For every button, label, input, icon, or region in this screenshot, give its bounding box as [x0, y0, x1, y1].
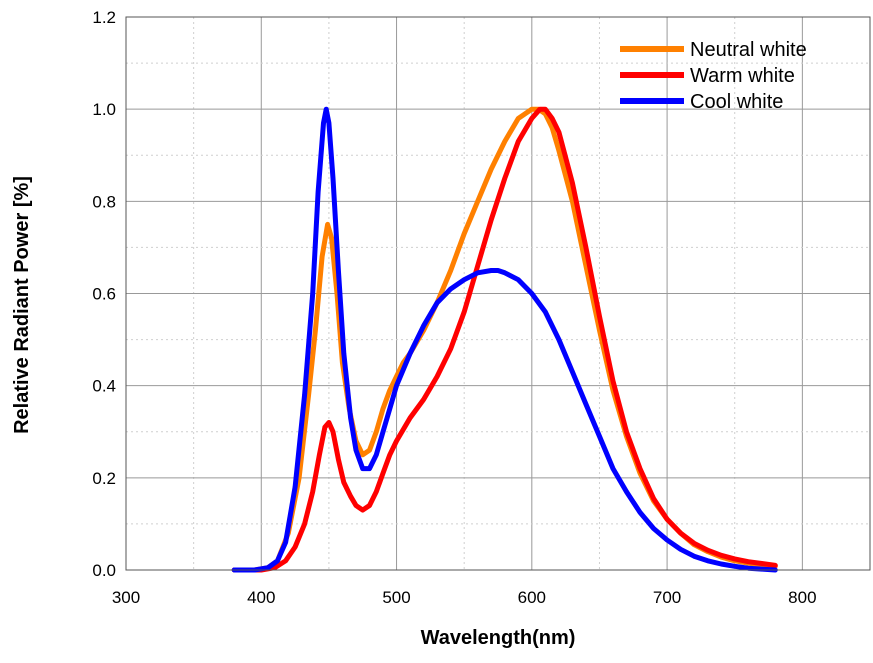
plot-frame [125, 16, 871, 571]
y-axis-title: Relative Radiant Power [%] [11, 176, 33, 434]
y-tick-label: 0.2 [92, 469, 116, 488]
series-layer [231, 106, 778, 573]
x-tick-label: 300 [112, 588, 140, 607]
y-axis-ticks: 0.0 0.2 0.4 0.6 0.8 1.0 1.2 [92, 8, 116, 580]
y-tick-label: 0.8 [92, 192, 116, 211]
legend-label: Cool white [690, 91, 783, 113]
x-tick-label: 600 [518, 588, 546, 607]
y-tick-label: 1.2 [92, 8, 116, 27]
legend: Neutral white Warm white Cool white [620, 39, 807, 113]
legend-label: Neutral white [690, 39, 807, 61]
x-tick-label: 700 [653, 588, 681, 607]
x-axis-title: Wavelength(nm) [421, 627, 576, 649]
x-tick-label: 400 [247, 588, 275, 607]
y-tick-label: 0.4 [92, 377, 116, 396]
x-tick-label: 800 [788, 588, 816, 607]
legend-label: Warm white [690, 65, 795, 87]
y-tick-label: 0.6 [92, 285, 116, 304]
y-tick-label: 1.0 [92, 100, 116, 119]
x-axis-ticks: 300 400 500 600 700 800 [112, 588, 817, 607]
grid [126, 17, 870, 570]
series-line-2 [231, 106, 778, 573]
y-tick-label: 0.0 [92, 561, 116, 580]
series-line-3 [231, 106, 778, 573]
x-tick-label: 500 [382, 588, 410, 607]
